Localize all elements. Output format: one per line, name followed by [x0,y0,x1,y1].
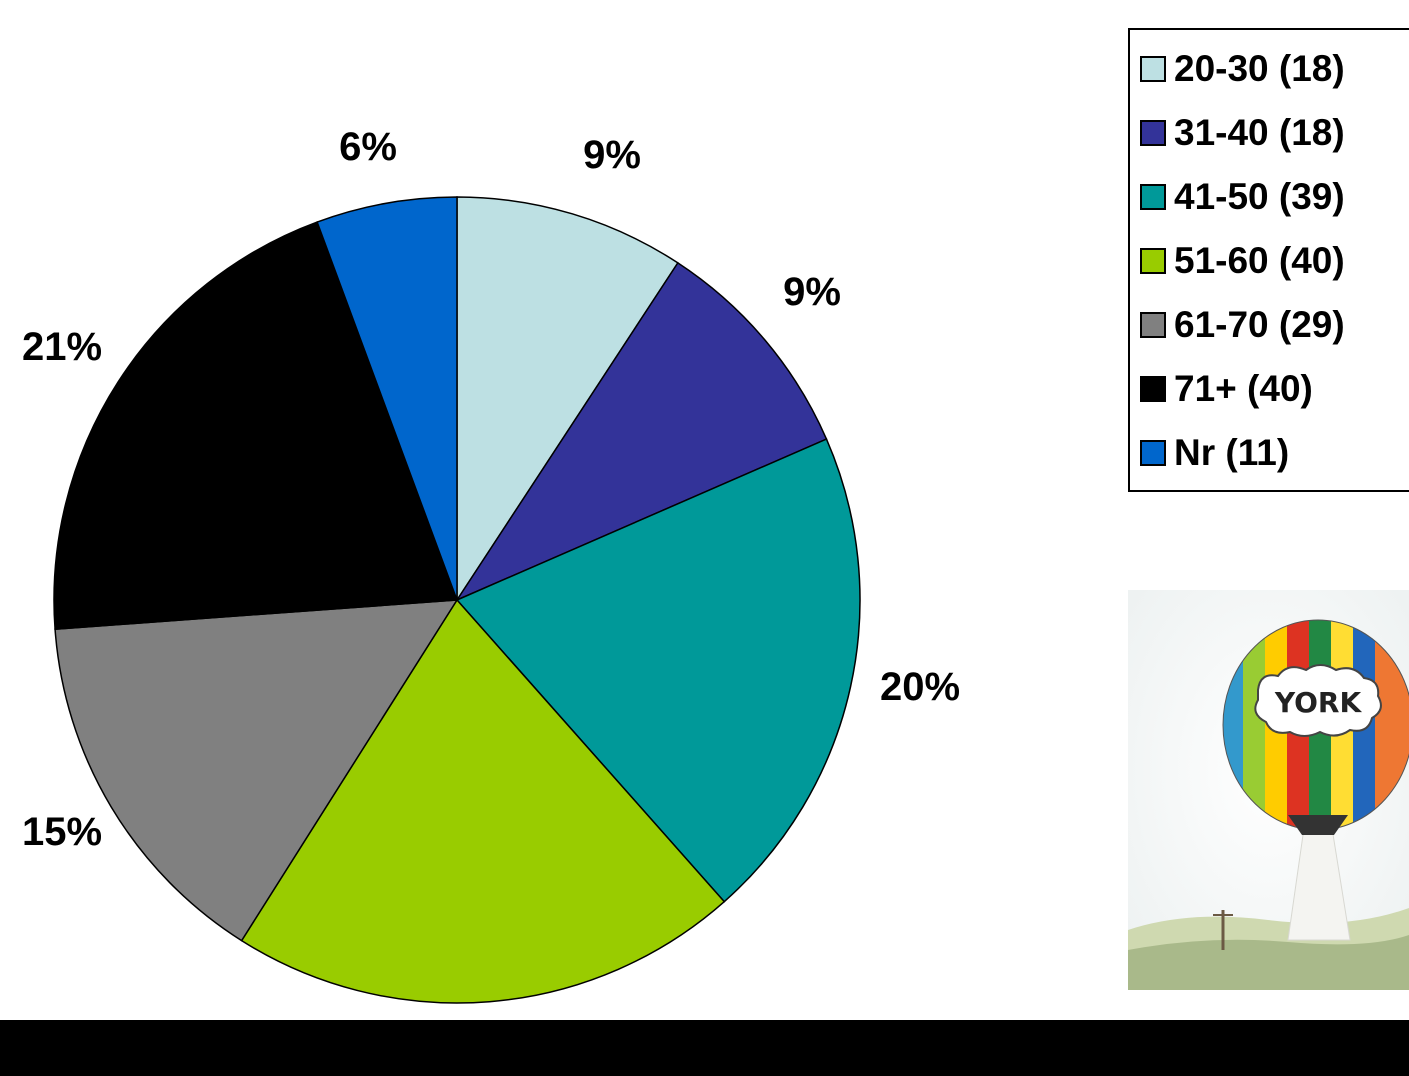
legend-item: 71+ (40) [1140,364,1313,414]
legend: 20-30 (18) 31-40 (18) 41-50 (39) 51-60 (… [1128,28,1409,492]
slice-percent-label: 9% [583,133,641,177]
pie-slice [454,261,828,602]
pie-slice [54,599,459,942]
slice-percent-label: 6% [339,125,397,169]
legend-swatch [1140,56,1166,82]
pie-slice [316,196,458,601]
legend-swatch [1140,376,1166,402]
legend-label: Nr (11) [1174,432,1290,473]
legend-swatch [1140,440,1166,466]
legend-label: 71+ (40) [1174,368,1313,409]
slice-percent-label: 20% [880,665,960,709]
legend-swatch [1140,184,1166,210]
legend-item: 41-50 (39) [1140,172,1345,222]
legend-label: 20-30 (18) [1174,48,1345,89]
legend-swatch [1140,312,1166,338]
legend-item: 51-60 (40) [1140,236,1345,286]
bottom-bar [0,1020,1409,1076]
legend-item: 20-30 (18) [1140,44,1345,94]
legend-item: Nr (11) [1140,428,1289,478]
legend-label: 61-70 (29) [1174,304,1345,345]
pie-slices [53,196,861,1004]
legend-label: 31-40 (18) [1174,112,1345,153]
pie-slice [53,221,459,630]
tower-text: YORK [1274,686,1363,719]
slice-percent-label: 9% [783,270,841,314]
legend-item: 61-70 (29) [1140,300,1345,350]
slice-percent-label: 15% [22,810,102,854]
slice-percent-label: 21% [22,325,102,369]
pie-slice [240,598,726,1004]
pie-slice [456,196,679,603]
water-tower-image: YORK [1128,590,1409,990]
legend-label: 51-60 (40) [1174,240,1345,281]
legend-swatch [1140,248,1166,274]
pie-slice [455,438,861,903]
legend-swatch [1140,120,1166,146]
legend-label: 41-50 (39) [1174,176,1345,217]
legend-item: 31-40 (18) [1140,108,1345,158]
